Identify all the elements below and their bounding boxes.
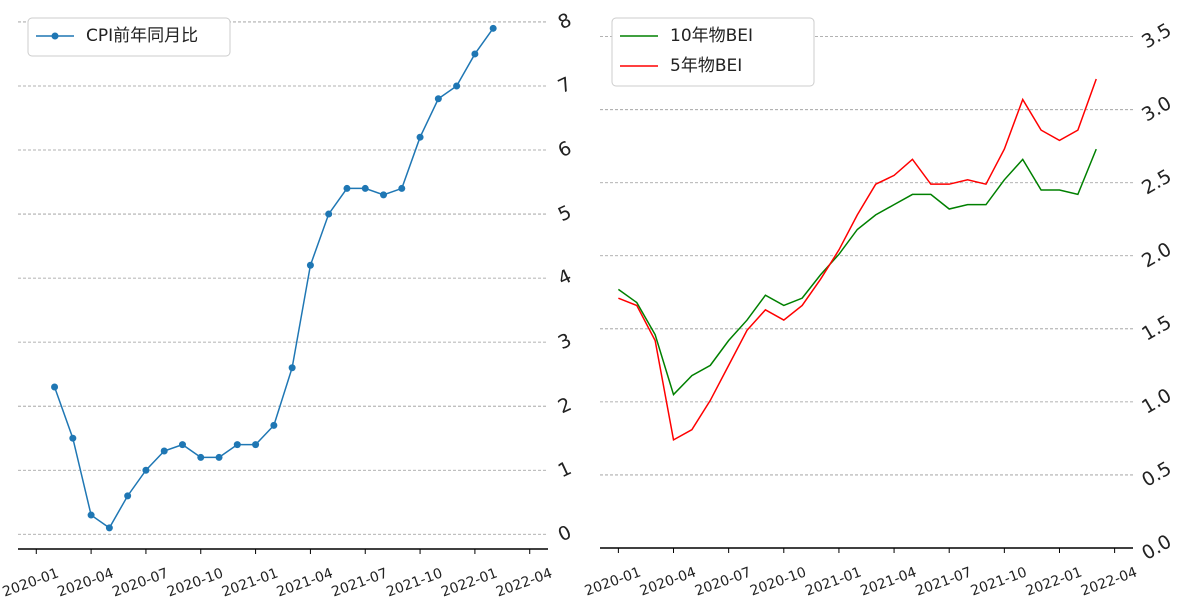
legend-box (27, 17, 231, 57)
x-tick-label: 2021-10 (969, 564, 1029, 599)
point (380, 191, 388, 199)
point (343, 184, 351, 192)
x-tick-label: 2021-04 (275, 565, 336, 600)
x-tick-label: 2020-04 (638, 564, 699, 599)
y-tick-label: 0.5 (1138, 457, 1175, 491)
point (87, 511, 95, 519)
point (288, 364, 296, 372)
y-tick-label: 2.5 (1138, 165, 1175, 199)
y-tick-label: 8 (555, 9, 575, 34)
x-tick-label: 2020-01 (1, 565, 61, 600)
x-tick-label: 2022-01 (1024, 564, 1084, 599)
y-tick-label: 4 (555, 265, 575, 290)
point (160, 447, 168, 455)
y-tick-label: 1.5 (1138, 311, 1175, 345)
point (416, 133, 424, 141)
y-tick-label: 3 (555, 329, 575, 354)
x-tick-label: 2022-01 (439, 565, 499, 600)
x-tick-label: 2021-07 (913, 564, 973, 599)
point (197, 453, 205, 461)
point (178, 441, 186, 449)
point (69, 434, 77, 442)
x-tick-label: 2021-01 (803, 564, 863, 599)
x-tick-label: 2020-04 (55, 565, 116, 600)
point (361, 184, 369, 192)
y-tick-label: 1 (555, 457, 575, 482)
point (142, 466, 150, 474)
legend-label: 10年物BEI (670, 26, 753, 46)
point (215, 453, 223, 461)
y-tick-label: 3.0 (1138, 92, 1175, 126)
x-tick-label: 2020-07 (693, 564, 753, 599)
x-tick-label: 2020-10 (748, 564, 808, 599)
y-tick-label: 0.0 (1138, 530, 1175, 564)
x-tick-label: 2022-04 (1079, 564, 1140, 599)
point (434, 95, 442, 103)
x-tick-label: 2020-10 (165, 565, 225, 600)
point (51, 383, 59, 391)
point (105, 524, 113, 532)
x-tick-label: 2021-04 (858, 564, 919, 599)
point (453, 82, 461, 90)
x-tick-label: 2021-01 (220, 565, 280, 600)
x-tick-label: 2021-07 (330, 565, 390, 600)
point (306, 261, 314, 269)
y-tick-label: 2.0 (1138, 238, 1175, 272)
y-tick-label: 2 (555, 393, 575, 418)
y-tick-label: 0 (555, 521, 575, 546)
x-tick-label: 2021-10 (384, 565, 444, 600)
legend-marker (51, 32, 59, 40)
point (489, 24, 497, 32)
y-tick-label: 6 (555, 137, 575, 162)
point (270, 421, 278, 429)
legend-label: 5年物BEI (670, 56, 742, 76)
series-line (617, 148, 1097, 397)
legend-label: CPI前年同月比 (86, 26, 198, 46)
y-tick-label: 5 (555, 201, 575, 226)
point (398, 184, 406, 192)
y-tick-label: 1.0 (1138, 384, 1175, 418)
point (252, 441, 260, 449)
series-line (618, 78, 1097, 442)
y-tick-label: 7 (555, 73, 575, 98)
x-tick-label: 2022-04 (494, 565, 555, 600)
point (471, 50, 479, 58)
point (325, 210, 333, 218)
x-tick-label: 2020-01 (583, 564, 643, 599)
point (233, 441, 241, 449)
y-tick-label: 3.5 (1138, 19, 1175, 53)
legend-box (611, 17, 815, 87)
x-tick-label: 2020-07 (110, 565, 170, 600)
point (124, 492, 132, 500)
